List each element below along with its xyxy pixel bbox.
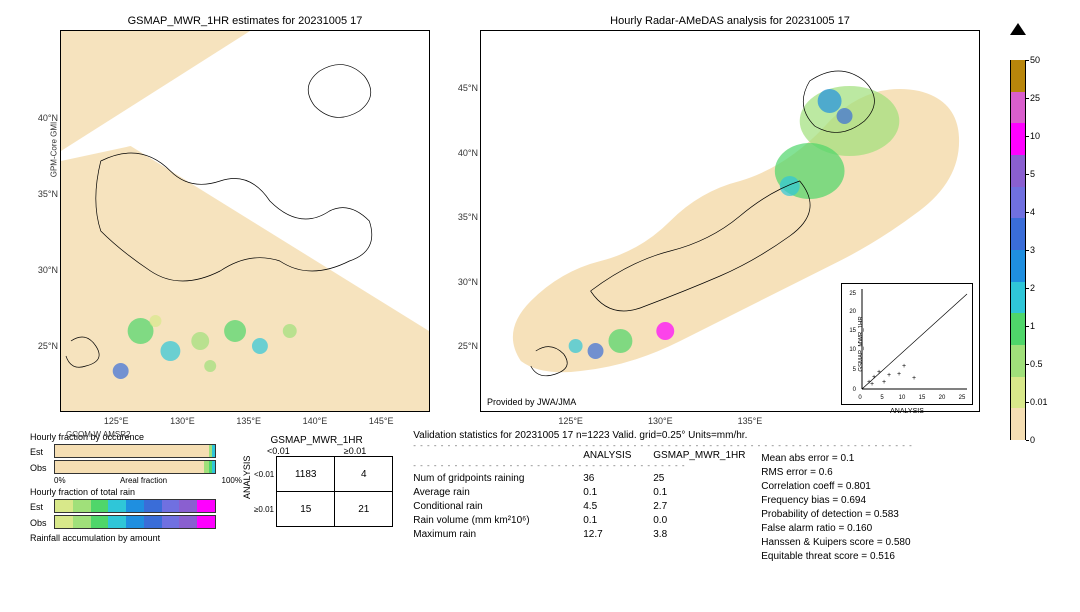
ytick: 25°N xyxy=(33,341,58,351)
sat-label-top: GPM-Core GMI xyxy=(49,122,58,178)
left-map-svg xyxy=(61,31,429,411)
svg-text:+: + xyxy=(887,372,891,379)
svg-text:10: 10 xyxy=(849,347,856,353)
ytick: 35°N xyxy=(453,212,478,222)
ct-11: 21 xyxy=(335,492,393,527)
ct-col-title: GSMAP_MWR_1HR xyxy=(240,435,393,446)
ct-rh1: ≥0.01 xyxy=(254,505,274,514)
occ-est-label: Est xyxy=(30,447,54,457)
occ-obs-label: Obs xyxy=(30,463,54,473)
occ-xl2: 100% xyxy=(222,476,242,485)
val-title: Validation statistics for 20231005 17 n=… xyxy=(413,430,1070,441)
ytick: 25°N xyxy=(453,341,478,351)
occ-xl1: Areal fraction xyxy=(120,476,167,485)
scatter-inset: 0 5 10 15 20 25 0 5 10 15 20 25 ++ xyxy=(841,283,973,405)
sat-label-bottom: GCOM-W AMSR2 xyxy=(66,430,130,439)
xtick: 140°E xyxy=(303,416,328,426)
ytick: 40°N xyxy=(453,148,478,158)
scatter-ylabel: GSMAP_MWR_1HR xyxy=(859,316,865,371)
scatter-xlabel: ANALYSIS xyxy=(890,408,924,415)
svg-text:15: 15 xyxy=(849,328,856,334)
acc-title: Rainfall accumulation by amount xyxy=(30,533,230,543)
ct-row-title: ANALYSIS xyxy=(242,485,252,499)
xtick: 135°E xyxy=(738,416,763,426)
svg-text:20: 20 xyxy=(849,309,856,315)
tot-obs-label: Obs xyxy=(30,518,54,528)
xtick: 135°E xyxy=(236,416,261,426)
svg-text:+: + xyxy=(877,369,881,376)
svg-text:+: + xyxy=(870,381,874,388)
provided-text: Provided by JWA/JMA xyxy=(487,397,576,407)
svg-text:+: + xyxy=(902,363,906,370)
occ-xl0: 0% xyxy=(54,476,66,485)
ytick: 30°N xyxy=(33,265,58,275)
ytick: 45°N xyxy=(453,83,478,93)
svg-text:5: 5 xyxy=(880,395,884,401)
svg-text:20: 20 xyxy=(939,395,946,401)
xtick: 125°E xyxy=(558,416,583,426)
xtick: 130°E xyxy=(648,416,673,426)
val-col1: GSMAP_MWR_1HR xyxy=(653,450,743,461)
left-map-panel: GSMAP_MWR_1HR estimates for 20231005 17 xyxy=(60,30,430,412)
xtick: 125°E xyxy=(104,416,129,426)
ct-rh0: <0.01 xyxy=(254,470,274,479)
ct-00: 1183 xyxy=(277,457,335,492)
val-col0: ANALYSIS xyxy=(583,450,653,461)
svg-text:10: 10 xyxy=(899,395,906,401)
svg-text:5: 5 xyxy=(853,367,857,373)
contingency-table: GSMAP_MWR_1HR <0.01 ≥0.01 ANALYSIS <0.01… xyxy=(240,435,393,527)
tot-est-label: Est xyxy=(30,502,54,512)
ct-10: 15 xyxy=(277,492,335,527)
xtick: 145°E xyxy=(369,416,394,426)
svg-text:+: + xyxy=(897,371,901,378)
svg-text:+: + xyxy=(882,379,886,386)
ytick: 30°N xyxy=(453,277,478,287)
ct-01: 4 xyxy=(335,457,393,492)
svg-text:+: + xyxy=(912,375,916,382)
xtick: 130°E xyxy=(170,416,195,426)
ct-ch0: <0.01 xyxy=(267,446,290,456)
ytick: 35°N xyxy=(33,189,58,199)
svg-text:25: 25 xyxy=(959,395,966,401)
right-map-title: Hourly Radar-AMeDAS analysis for 2023100… xyxy=(610,15,850,27)
right-map-panel: Hourly Radar-AMeDAS analysis for 2023100… xyxy=(480,30,980,412)
svg-text:0: 0 xyxy=(853,387,857,393)
tot-title: Hourly fraction of total rain xyxy=(30,487,230,497)
validation-panel: Validation statistics for 20231005 17 n=… xyxy=(403,430,1070,565)
svg-text:0: 0 xyxy=(858,395,862,401)
svg-text:+: + xyxy=(872,374,876,381)
left-map-title: GSMAP_MWR_1HR estimates for 20231005 17 xyxy=(128,15,363,27)
svg-text:15: 15 xyxy=(919,395,926,401)
ct-ch1: ≥0.01 xyxy=(344,446,366,456)
svg-text:25: 25 xyxy=(849,291,856,297)
fraction-block: Hourly fraction by occurence Est Obs 0% … xyxy=(30,430,230,545)
colorbar: 502510543210.50.010 xyxy=(1010,10,1070,430)
